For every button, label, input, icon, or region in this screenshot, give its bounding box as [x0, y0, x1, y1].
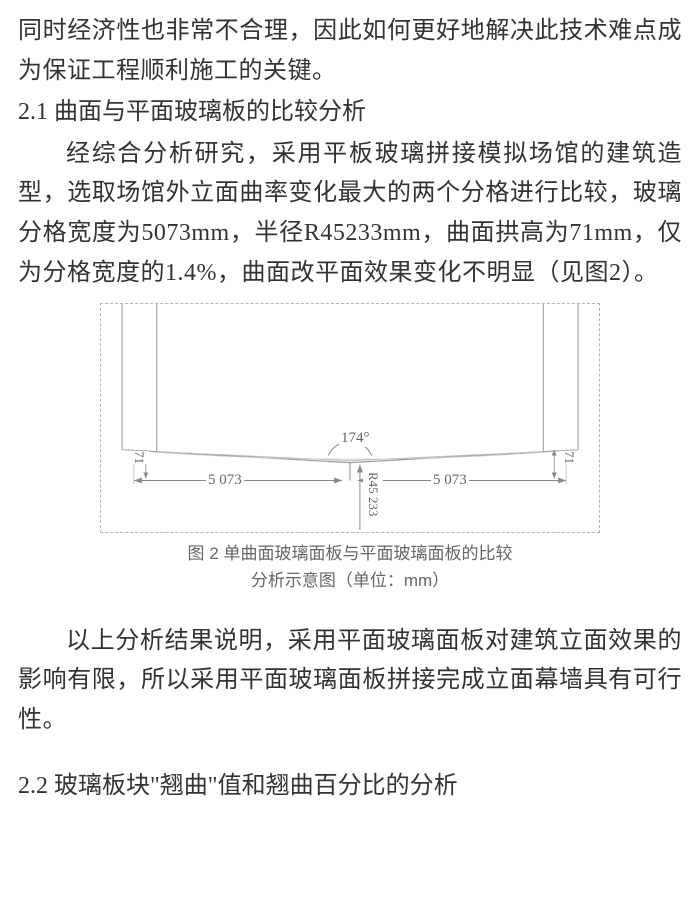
heading-2-2: 2.2 玻璃板块"翘曲"值和翘曲百分比的分析	[18, 767, 682, 807]
figure-caption-line2: 分析示意图（单位：mm）	[251, 571, 449, 590]
figure-caption-line1: 图 2 单曲面玻璃面板与平面玻璃面板的比较	[188, 544, 513, 563]
figure-2-diagram: 174° 5 073 5 073 71 71 R45 233	[100, 303, 600, 533]
figure-dim-height-right: 71	[559, 451, 579, 464]
heading-2-1: 2.1 曲面与平面玻璃板的比较分析	[18, 93, 682, 133]
paragraph-3: 以上分析结果说明，采用平面玻璃面板对建筑立面效果的影响有限，所以采用平面玻璃面板…	[18, 622, 682, 741]
figure-angle-label: 174°	[339, 430, 372, 447]
paragraph-1: 同时经济性也非常不合理，因此如何更好地解决此技术难点成为保证工程顺利施工的关键。	[18, 12, 682, 91]
paragraph-2: 经综合分析研究，采用平板玻璃拼接模拟场馆的建筑造型，选取场馆外立面曲率变化最大的…	[18, 135, 682, 293]
figure-2-svg	[101, 304, 599, 532]
figure-radius-label: R45 233	[363, 472, 383, 516]
figure-dim-height-left: 71	[129, 451, 149, 464]
figure-2-caption: 图 2 单曲面玻璃面板与平面玻璃面板的比较 分析示意图（单位：mm）	[100, 541, 600, 594]
figure-dim-right: 5 073	[431, 472, 469, 489]
figure-2: 174° 5 073 5 073 71 71 R45 233 图 2 单曲面玻璃…	[100, 303, 600, 594]
figure-dim-left: 5 073	[206, 472, 244, 489]
